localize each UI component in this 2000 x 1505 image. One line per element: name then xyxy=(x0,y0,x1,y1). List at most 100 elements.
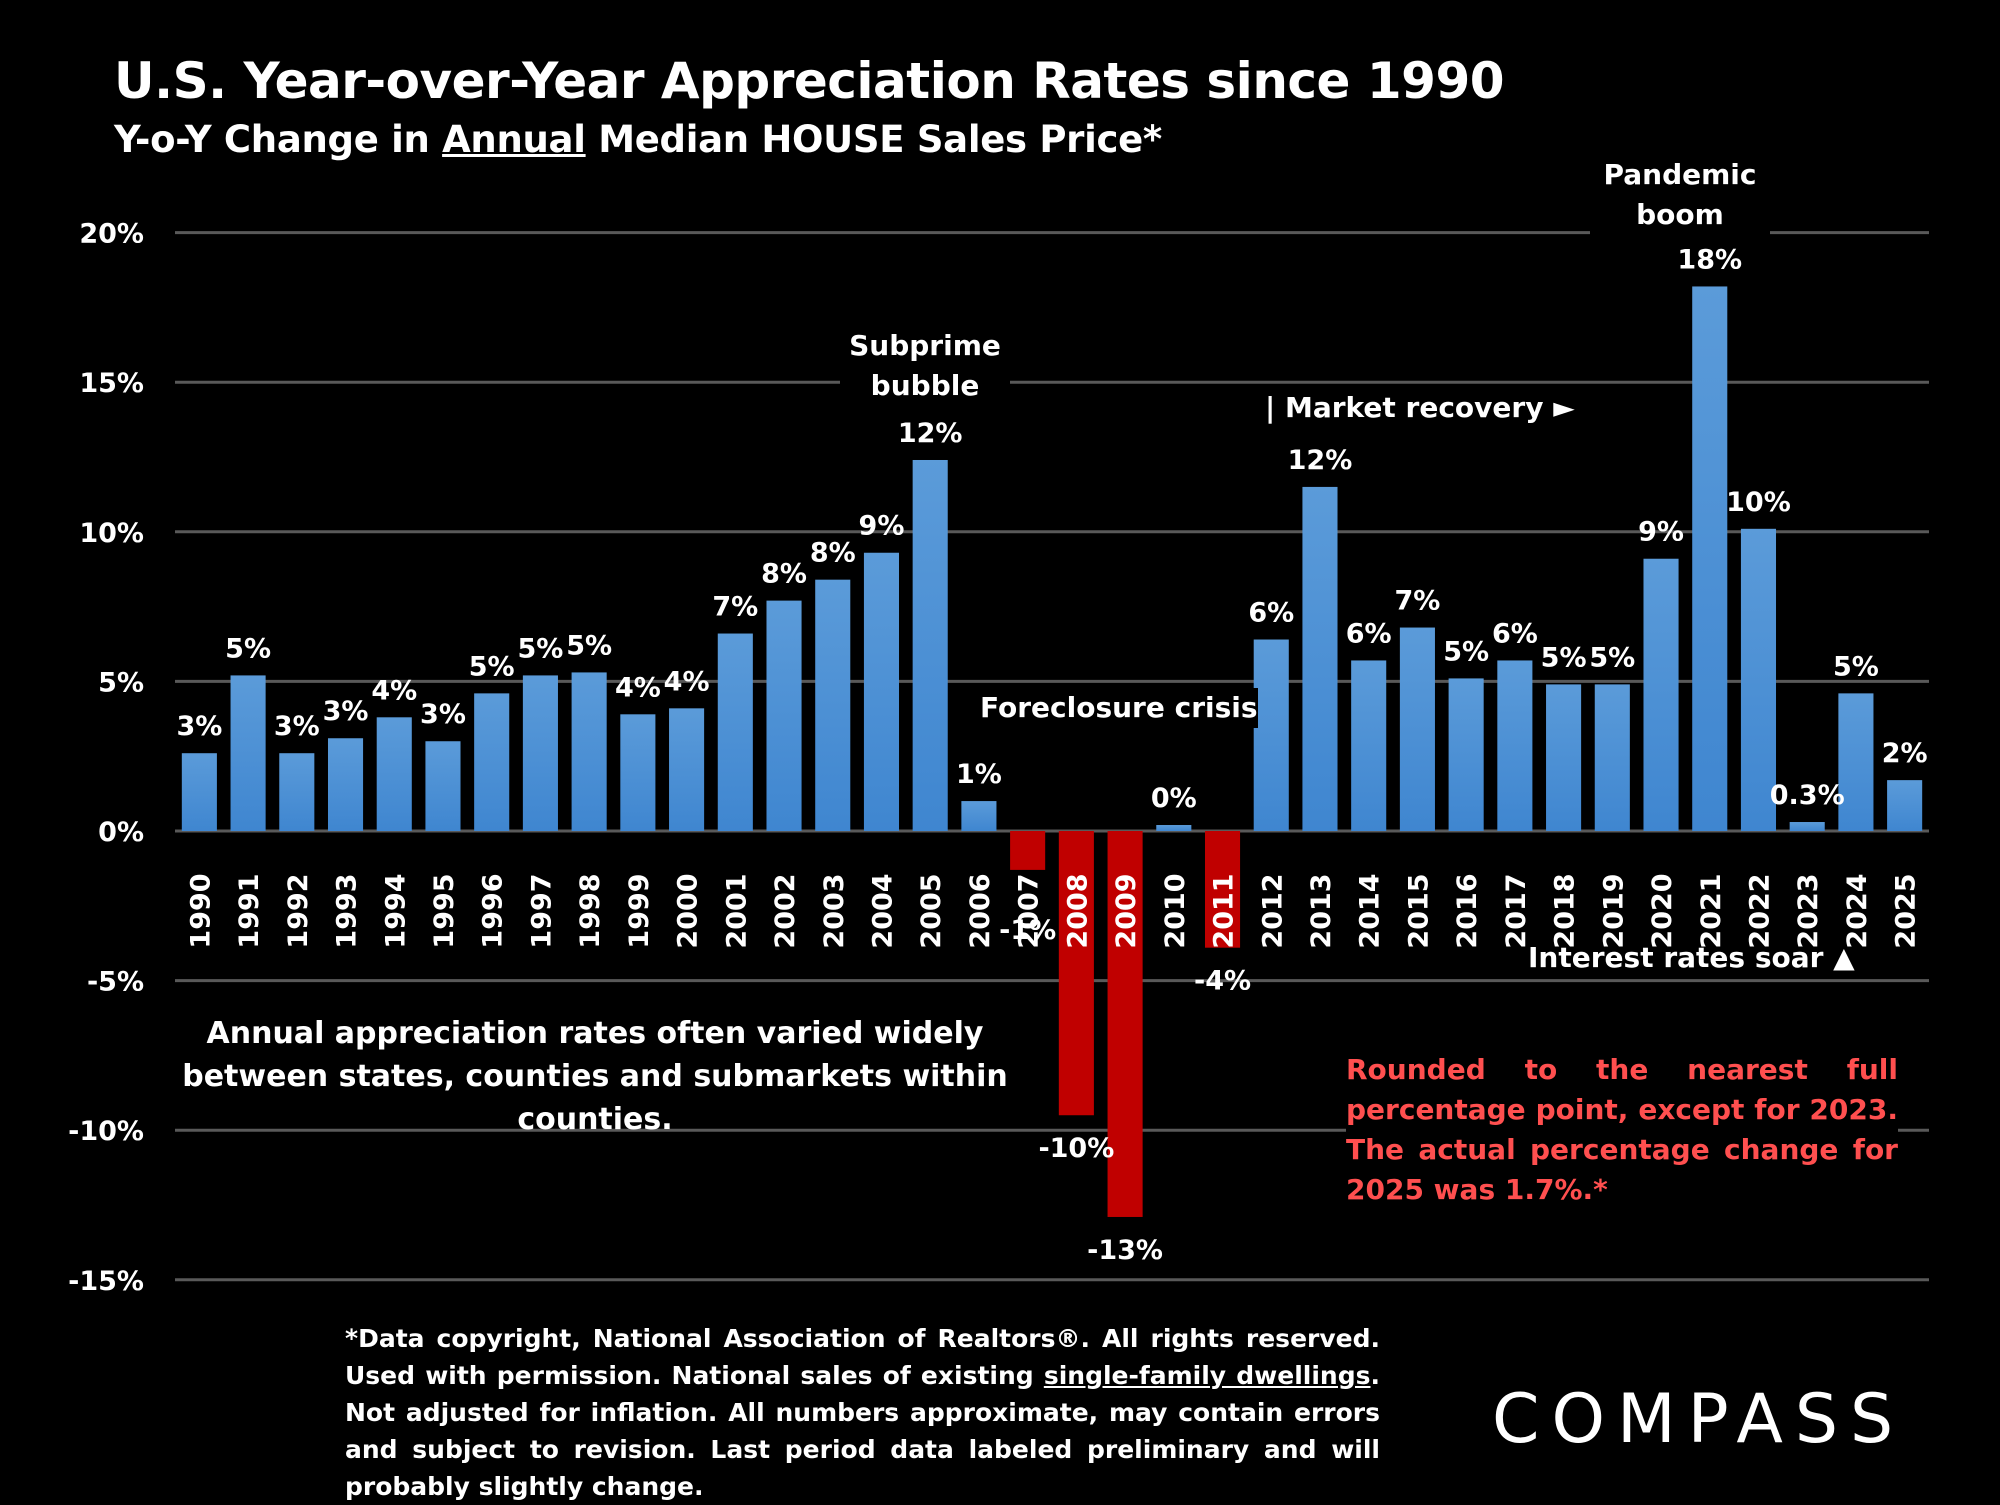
data-label: -1% xyxy=(999,915,1056,946)
y-tick-label: 10% xyxy=(79,518,144,549)
x-tick-label: 1991 xyxy=(234,873,265,948)
data-label: 3% xyxy=(274,711,320,742)
data-label: -13% xyxy=(1087,1235,1163,1266)
bar-2018 xyxy=(1546,684,1582,831)
footnote-text: *Data copyright, National Association of… xyxy=(345,1324,1380,1390)
x-tick-label: 2003 xyxy=(819,873,850,948)
x-tick-label: 1995 xyxy=(429,873,460,948)
bar-2008 xyxy=(1058,831,1094,1116)
x-tick-label: 2016 xyxy=(1452,873,1483,948)
x-tick-label: 1997 xyxy=(526,873,557,948)
x-axis-labels: 1990 1991 1992 1993 1994 1995 1996 1997 1998 1999… xyxy=(185,873,1921,948)
data-label: 7% xyxy=(712,592,758,623)
y-tick-label: 15% xyxy=(79,368,144,399)
data-label: 0% xyxy=(1151,783,1197,814)
data-label: 5% xyxy=(1443,636,1489,667)
subtitle-text: Y-o-Y Change in xyxy=(114,118,443,161)
x-tick-label: 2022 xyxy=(1744,873,1775,948)
bar-2015 xyxy=(1399,627,1435,831)
annotation-pandemic-line2: boom xyxy=(1636,198,1724,231)
x-tick-label: 2005 xyxy=(916,873,947,948)
x-tick-label: 2023 xyxy=(1793,873,1824,948)
x-tick-label: 2010 xyxy=(1160,873,1191,948)
footnote-underlined: single-family dwellings xyxy=(1043,1361,1371,1390)
x-tick-label: 2025 xyxy=(1891,873,1922,948)
annotation-subprime-bubble: Subprime bubble xyxy=(840,326,1010,406)
data-label: 9% xyxy=(1638,517,1684,548)
bar-1991 xyxy=(230,675,266,831)
bar-2004 xyxy=(863,552,900,831)
data-label: 4% xyxy=(664,666,710,697)
x-tick-label: 2013 xyxy=(1306,873,1337,948)
x-tick-label: 2019 xyxy=(1598,873,1629,948)
data-label: 1% xyxy=(956,759,1002,790)
x-tick-label: 2004 xyxy=(867,873,898,948)
x-tick-label: 2007 xyxy=(1014,873,1045,948)
bar-1997 xyxy=(522,675,558,831)
y-axis-ticks: 20% 15% 10% 5% 0% -5% -10% -15% xyxy=(68,219,144,1297)
annotation-subprime-line1: Subprime xyxy=(849,329,1001,362)
data-footnote: *Data copyright, National Association of… xyxy=(345,1320,1380,1505)
x-tick-label: 2011 xyxy=(1209,873,1240,948)
data-label: 5% xyxy=(1589,642,1635,673)
x-tick-label: 2012 xyxy=(1257,873,1288,948)
bars xyxy=(181,286,1923,1217)
x-tick-label: 2001 xyxy=(721,873,752,948)
data-label: 7% xyxy=(1394,586,1440,617)
data-label: 6% xyxy=(1248,598,1294,629)
data-label: -4% xyxy=(1194,966,1251,997)
x-tick-label: 1996 xyxy=(478,873,509,948)
data-label: 3% xyxy=(420,699,466,730)
x-tick-label: 1992 xyxy=(283,873,314,948)
y-tick-label: 0% xyxy=(98,817,144,848)
x-tick-label: 2015 xyxy=(1403,873,1434,948)
bar-2016 xyxy=(1448,678,1484,831)
bar-2006 xyxy=(961,801,997,831)
x-tick-label: 2014 xyxy=(1355,873,1386,948)
x-tick-label: 2000 xyxy=(673,873,704,948)
x-tick-label: 2009 xyxy=(1111,873,1142,948)
x-tick-label: 2018 xyxy=(1550,873,1581,948)
chart-title: U.S. Year-over-Year Appreciation Rates s… xyxy=(114,52,1505,110)
bar-2005 xyxy=(912,459,948,831)
x-tick-label: 2008 xyxy=(1062,873,1093,948)
annotation-market-recovery: | Market recovery ► xyxy=(1265,391,1575,424)
data-label: 4% xyxy=(371,675,417,706)
x-tick-label: 1990 xyxy=(185,873,216,948)
data-label: 8% xyxy=(810,538,856,569)
data-label: 0.3% xyxy=(1770,780,1845,811)
bar-2020 xyxy=(1643,558,1679,831)
compass-logo: COMPASS xyxy=(1492,1380,1906,1459)
bar-2014 xyxy=(1351,660,1387,831)
bar-2003 xyxy=(815,579,851,831)
data-label: 12% xyxy=(1288,445,1353,476)
data-label: 12% xyxy=(898,418,963,449)
subtitle-underlined: Annual xyxy=(442,118,586,161)
bar-1998 xyxy=(571,672,607,831)
data-label: 9% xyxy=(859,511,905,542)
data-label: 5% xyxy=(469,651,515,682)
annotation-interest-rates-soar: Interest rates soar ▲ xyxy=(1528,941,1855,974)
data-label: 18% xyxy=(1677,244,1742,275)
x-tick-label: 1994 xyxy=(380,873,411,948)
bar-2002 xyxy=(766,600,802,831)
subtitle-text-end: Median HOUSE Sales Price* xyxy=(585,118,1162,161)
variation-note: Annual appreciation rates often varied w… xyxy=(182,1016,1008,1137)
x-tick-label: 2021 xyxy=(1696,873,1727,948)
bar-1999 xyxy=(620,714,656,831)
data-label: 5% xyxy=(1833,651,1879,682)
x-tick-label: 2002 xyxy=(770,873,801,948)
bar-2019 xyxy=(1594,684,1630,831)
bar-2009 xyxy=(1107,831,1143,1217)
data-label: -10% xyxy=(1038,1133,1114,1164)
chart-subtitle: Y-o-Y Change in Annual Median HOUSE Sale… xyxy=(114,118,1162,161)
bar-2007 xyxy=(1010,831,1046,870)
bar-2017 xyxy=(1497,660,1533,831)
data-labels: 3%5%3% 3%4%3%5%5% 5%4% 4%7%8%8%9%12%1%-1%-1… xyxy=(176,244,1927,1266)
bar-2021 xyxy=(1692,286,1728,831)
y-tick-label: -5% xyxy=(87,967,144,998)
x-tick-label: 2024 xyxy=(1842,873,1873,948)
data-label: 4% xyxy=(615,672,661,703)
data-label: 5% xyxy=(517,633,563,664)
